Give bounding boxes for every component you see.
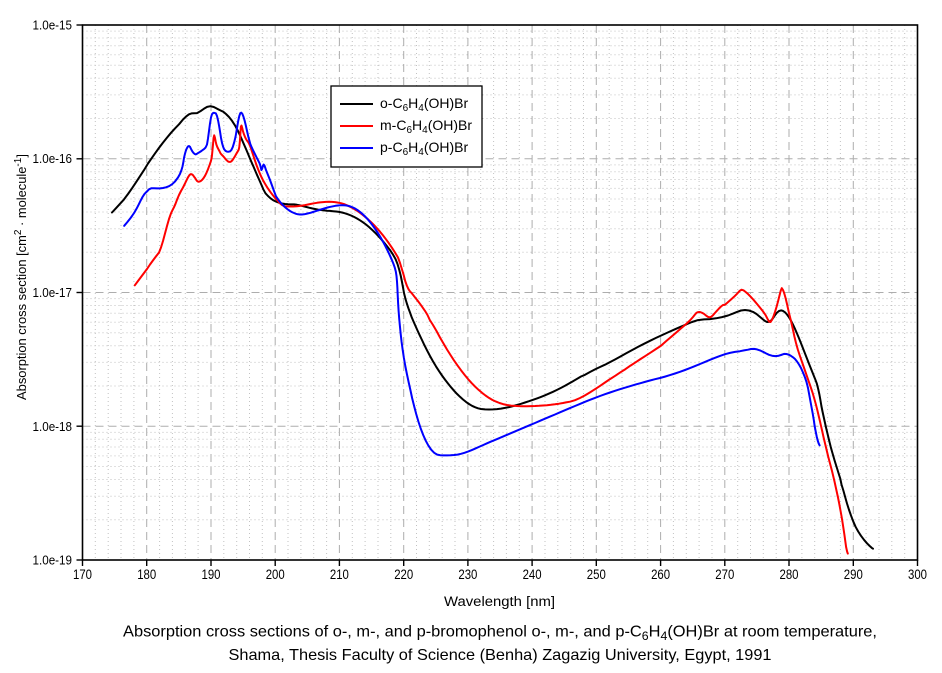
svg-text:1.0e-19: 1.0e-19 xyxy=(33,553,73,568)
svg-text:m-C6H4(OH)Br: m-C6H4(OH)Br xyxy=(380,117,472,136)
svg-text:290: 290 xyxy=(844,567,863,582)
svg-text:1.0e-16: 1.0e-16 xyxy=(33,151,73,166)
svg-text:Absorption cross sections of o: Absorption cross sections of o-, m-, and… xyxy=(123,624,877,644)
svg-text:250: 250 xyxy=(587,567,606,582)
svg-text:280: 280 xyxy=(780,567,799,582)
svg-text:210: 210 xyxy=(330,567,349,582)
svg-text:260: 260 xyxy=(651,567,670,582)
svg-text:230: 230 xyxy=(458,567,477,582)
svg-text:240: 240 xyxy=(523,567,542,582)
svg-text:p-C6H4(OH)Br: p-C6H4(OH)Br xyxy=(380,139,468,158)
svg-text:170: 170 xyxy=(73,567,92,582)
svg-text:300: 300 xyxy=(908,567,927,582)
svg-text:Wavelength [nm]: Wavelength [nm] xyxy=(444,594,555,609)
svg-text:o-C6H4(OH)Br: o-C6H4(OH)Br xyxy=(380,95,468,114)
svg-text:1.0e-15: 1.0e-15 xyxy=(33,18,73,33)
svg-text:1.0e-17: 1.0e-17 xyxy=(33,285,73,300)
svg-text:Shama, Thesis Faculty of Scien: Shama, Thesis Faculty of Science (Benha)… xyxy=(229,647,772,664)
svg-text:220: 220 xyxy=(394,567,413,582)
svg-text:180: 180 xyxy=(137,567,156,582)
svg-text:200: 200 xyxy=(266,567,285,582)
svg-text:1.0e-18: 1.0e-18 xyxy=(33,419,73,434)
svg-text:Absorption cross section [cm2: Absorption cross section [cm2 · molecule… xyxy=(13,154,29,400)
svg-text:270: 270 xyxy=(715,567,734,582)
svg-text:190: 190 xyxy=(202,567,221,582)
